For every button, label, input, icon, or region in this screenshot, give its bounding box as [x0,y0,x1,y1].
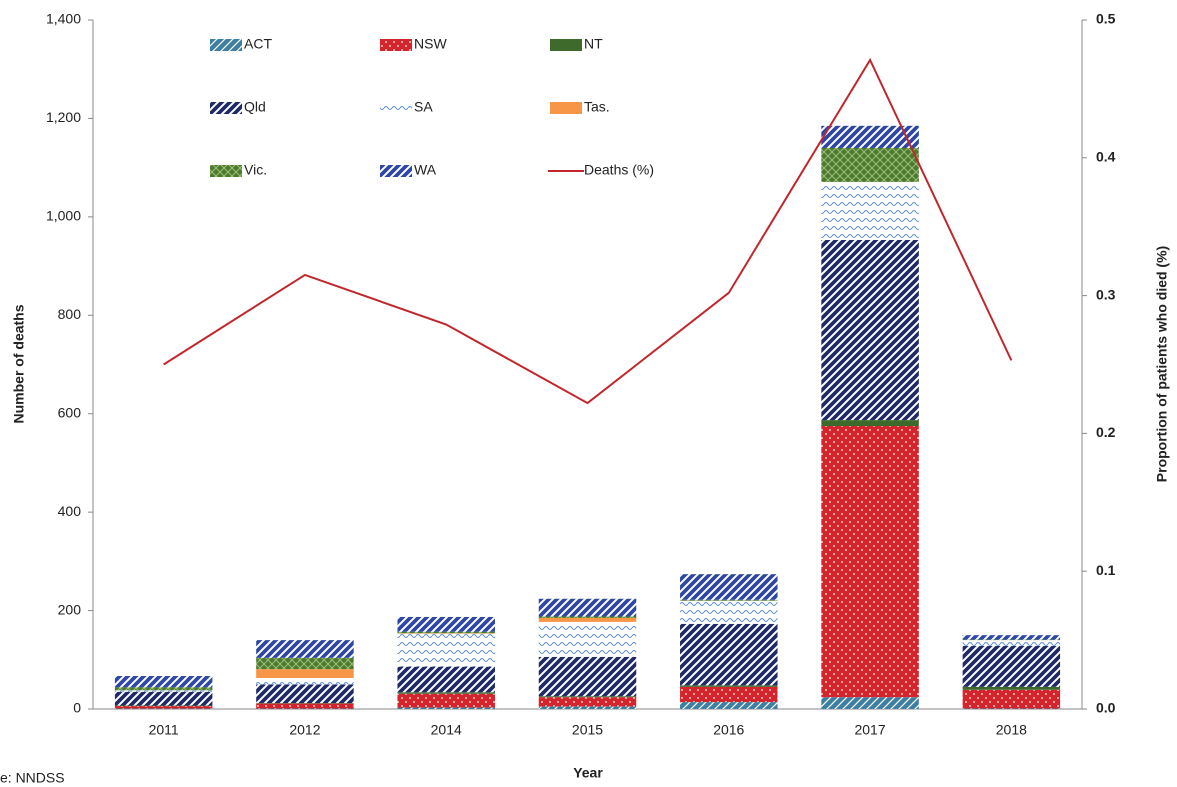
source-note: e: NNDSS [0,770,65,786]
bar-segment [256,703,354,709]
bar-segment [256,684,354,704]
legend-label: Vic. [244,162,267,178]
bar-segment [962,635,1061,640]
bar-segment [397,693,495,708]
y2-tick-label: 0.3 [1096,286,1116,302]
bar-segment [397,633,495,667]
bar-segment [821,181,919,240]
legend-label: NSW [414,36,447,52]
y-tick-label: 1,400 [46,11,81,27]
bar-segment [680,574,778,600]
bar-segment [397,616,495,632]
legend-swatch [380,165,412,177]
bar-segment [538,621,637,657]
bar-segment [821,239,919,421]
bar-segment [821,426,919,698]
bar-segment [397,692,495,694]
bar-segment [256,677,354,685]
bar-segment [821,697,919,709]
legend-label: Tas. [584,99,610,115]
x-tick-label: 2012 [289,722,320,738]
legend-label: ACT [244,36,272,52]
bar-segment [114,691,213,706]
legend-label: Deaths (%) [584,162,654,178]
y2-tick-label: 0.0 [1096,700,1116,716]
legend-swatch [550,39,582,51]
legend-swatch [210,102,242,114]
legend-swatch [380,102,412,114]
y2-tick-label: 0.2 [1096,424,1116,440]
bar-segment [397,631,495,634]
legend-swatch [550,102,582,114]
bar-segment [538,696,637,698]
bar-segment [114,676,213,688]
y2-tick-label: 0.1 [1096,562,1116,578]
x-tick-label: 2017 [854,722,885,738]
y-tick-label: 800 [58,306,82,322]
x-tick-label: 2016 [713,722,744,738]
bar-segment [114,706,213,709]
bar-segment [962,640,1061,647]
bar-segment [680,685,778,687]
y-tick-label: 600 [58,404,82,420]
bar-segment [538,706,637,709]
bar-segment [538,598,637,617]
legend-label: WA [414,162,437,178]
bar-segment [538,616,637,618]
bar-segment [538,656,637,697]
bar-segment [680,702,778,709]
bar-segment [962,686,1061,690]
y2-tick-label: 0.4 [1096,149,1116,165]
bar-segment [397,707,495,709]
bar-segment [821,147,919,182]
y-tick-label: 1,000 [46,208,81,224]
y-tick-label: 400 [58,503,82,519]
bar-segment [821,420,919,427]
y-tick-label: 0 [73,700,81,716]
x-tick-label: 2014 [431,722,462,738]
legend-swatch [210,165,242,177]
line [163,57,1013,405]
legend-swatch [380,39,412,51]
bar-segment [680,686,778,703]
x-tick-label: 2018 [996,722,1027,738]
x-tick-label: 2011 [149,722,179,738]
bar-segment [114,687,213,691]
y-tick-label: 1,200 [46,109,81,125]
bar-segment [256,657,354,670]
legend-label: NT [584,36,603,52]
bar-segment [538,697,637,707]
bar-segment [962,689,1061,709]
bar-segment [962,646,1061,687]
y2-axis-label: Proportion of patients who died (%) [1154,246,1170,482]
bar-segment [821,125,919,148]
y-axis-label: Number of deaths [11,304,27,423]
legend-label: SA [414,99,433,115]
bar-segment [680,600,778,624]
legend-swatch [210,39,242,51]
bar-segment [256,640,354,658]
bar-segment [680,599,778,601]
bar-segment [114,690,213,692]
bar-segment [538,617,637,622]
y-tick-label: 200 [58,601,82,617]
x-tick-label: 2015 [572,722,603,738]
x-axis-label: Year [573,765,603,781]
bar-segment [680,623,778,686]
bar-segment [397,666,495,693]
legend-label: Qld [244,99,266,115]
bar-segment [256,669,354,678]
y2-tick-label: 0.5 [1096,11,1116,27]
